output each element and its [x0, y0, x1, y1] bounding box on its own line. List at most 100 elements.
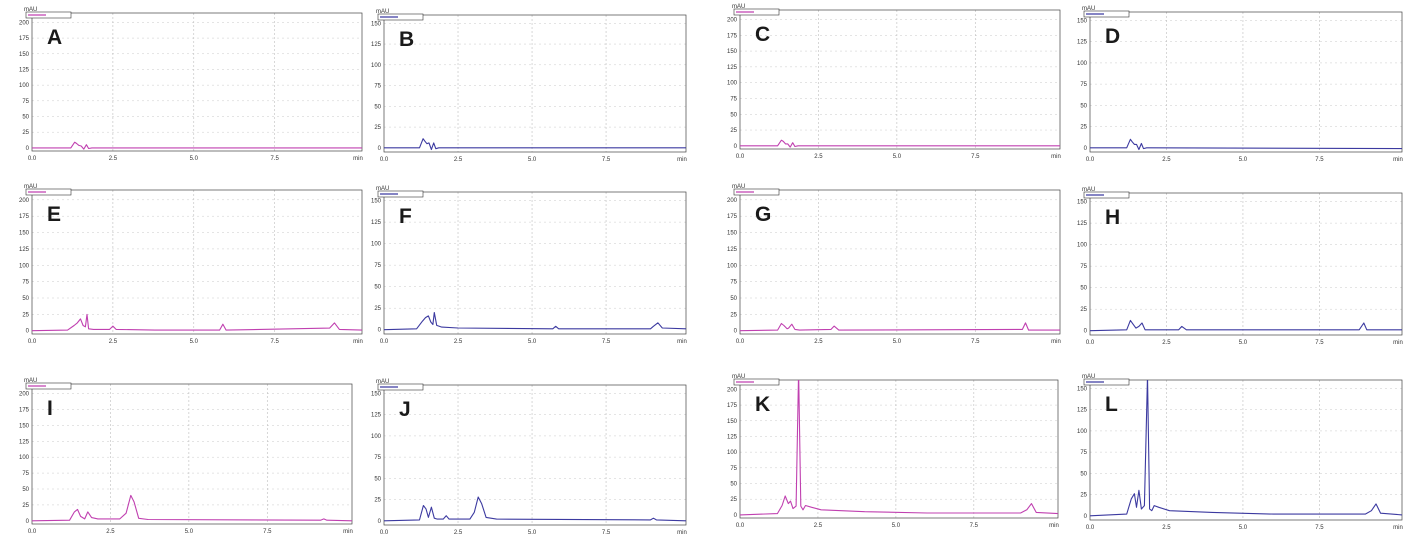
x-tick-label: 0.0 [380, 530, 389, 536]
x-axis-label: min [677, 339, 687, 345]
y-tick-label: 75 [1080, 82, 1087, 88]
panel-j: mAU 0 25 50 75 100 125 150 0.0 2.5 5.0 7.5 min J [371, 379, 687, 536]
panel-letter-b: B [399, 28, 414, 51]
y-axis-label: mAU [1082, 374, 1095, 380]
legend-box [733, 8, 780, 16]
y-axis-label: mAU [376, 186, 389, 192]
x-tick-label: 7.5 [270, 156, 279, 162]
y-tick-label: 50 [374, 476, 381, 482]
x-tick-label: 0.0 [1086, 340, 1095, 346]
legend-box [733, 188, 780, 196]
y-tick-label: 25 [22, 130, 29, 136]
series-line-j [384, 496, 686, 522]
legend-box [377, 13, 424, 21]
y-tick-label: 0 [26, 146, 30, 152]
panel-letter-e: E [47, 203, 61, 226]
y-tick-label: 50 [1080, 471, 1087, 477]
y-tick-label: 175 [727, 214, 738, 220]
y-tick-label: 0 [734, 329, 738, 335]
plot-frame [1089, 379, 1403, 521]
y-tick-label: 75 [22, 280, 29, 286]
y-tick-label: 125 [19, 67, 30, 73]
y-axis-label: mAU [732, 374, 745, 380]
series-line-a [32, 141, 362, 150]
plot-frame [1089, 11, 1403, 153]
x-tick-label: 2.5 [1162, 525, 1171, 531]
y-tick-label: 100 [371, 434, 382, 440]
x-tick-label: 5.0 [1239, 525, 1248, 531]
plot-frame [383, 14, 687, 153]
y-tick-label: 125 [1077, 408, 1088, 414]
x-tick-label: 2.5 [109, 156, 118, 162]
panel-letter-g: G [755, 203, 771, 226]
x-tick-label: 2.5 [814, 339, 823, 345]
x-tick-label: 7.5 [1315, 525, 1324, 531]
y-tick-label: 25 [22, 312, 29, 318]
panel-d: mAU 0 25 50 75 100 125 150 0.0 2.5 5.0 7.5 min D [1077, 6, 1403, 163]
y-tick-label: 25 [730, 128, 737, 134]
x-tick-label: 0.0 [380, 339, 389, 345]
y-tick-label: 75 [374, 263, 381, 269]
y-tick-label: 50 [22, 296, 29, 302]
plot-frame [1089, 192, 1403, 336]
legend-box [1083, 191, 1130, 199]
y-tick-label: 175 [727, 403, 738, 409]
y-tick-label: 50 [22, 115, 29, 121]
x-axis-label: min [343, 529, 353, 535]
y-tick-label: 50 [730, 296, 737, 302]
panel-a: mAU 0 25 50 75 100 125 150 175 200 0.0 2.5 5.0 7.5 min… [19, 7, 363, 162]
y-tick-label: 0 [26, 519, 30, 525]
y-tick-label: 50 [374, 104, 381, 110]
y-tick-label: 175 [19, 214, 30, 220]
y-tick-label: 100 [727, 263, 738, 269]
panel-b: mAU 0 25 50 75 100 125 150 0.0 2.5 5.0 7.5 min B [371, 9, 687, 163]
x-axis-label: min [1393, 340, 1403, 346]
y-tick-label: 25 [374, 498, 381, 504]
x-tick-label: 0.0 [736, 154, 745, 160]
panel-letter-l: L [1105, 393, 1118, 416]
series-line-h [1090, 319, 1402, 332]
y-tick-label: 200 [19, 392, 30, 398]
panel-letter-k: K [755, 393, 770, 416]
y-tick-label: 150 [1077, 386, 1088, 392]
y-tick-label: 125 [1077, 221, 1088, 227]
y-tick-label: 25 [730, 312, 737, 318]
y-axis-label: mAU [24, 7, 37, 13]
x-tick-label: 0.0 [736, 339, 745, 345]
plot-frame [31, 383, 353, 525]
y-tick-label: 50 [22, 487, 29, 493]
y-tick-label: 0 [1084, 329, 1088, 335]
y-tick-label: 150 [19, 52, 30, 58]
x-tick-label: 5.0 [528, 339, 537, 345]
y-tick-label: 100 [727, 81, 738, 87]
panel-letter-h: H [1105, 206, 1120, 229]
x-axis-label: min [1049, 523, 1059, 529]
x-tick-label: 5.0 [528, 530, 537, 536]
y-tick-label: 0 [734, 513, 738, 519]
y-tick-label: 150 [727, 231, 738, 237]
x-tick-label: 5.0 [892, 523, 901, 529]
plot-frame [739, 9, 1061, 150]
panel-i: mAU 0 25 50 75 100 125 150 175 200 0.0 2.5 5.0 7.5 min… [19, 378, 353, 535]
y-tick-label: 125 [19, 439, 30, 445]
x-axis-label: min [677, 530, 687, 536]
y-tick-label: 200 [727, 198, 738, 204]
x-tick-label: 0.0 [1086, 157, 1095, 163]
plot-frame [383, 384, 687, 526]
y-tick-label: 50 [730, 482, 737, 488]
y-axis-label: mAU [1082, 187, 1095, 193]
y-tick-label: 0 [378, 519, 382, 525]
y-tick-label: 200 [19, 20, 30, 26]
series-line-g [740, 322, 1060, 332]
y-tick-label: 25 [22, 503, 29, 509]
x-tick-label: 7.5 [602, 530, 611, 536]
series-line-e [32, 313, 362, 332]
x-tick-label: 2.5 [814, 523, 823, 529]
y-tick-label: 200 [19, 198, 30, 204]
y-tick-label: 200 [727, 387, 738, 393]
y-axis-label: mAU [732, 4, 745, 10]
x-tick-label: 0.0 [28, 529, 37, 535]
y-axis-label: mAU [24, 378, 37, 384]
x-axis-label: min [1393, 525, 1403, 531]
